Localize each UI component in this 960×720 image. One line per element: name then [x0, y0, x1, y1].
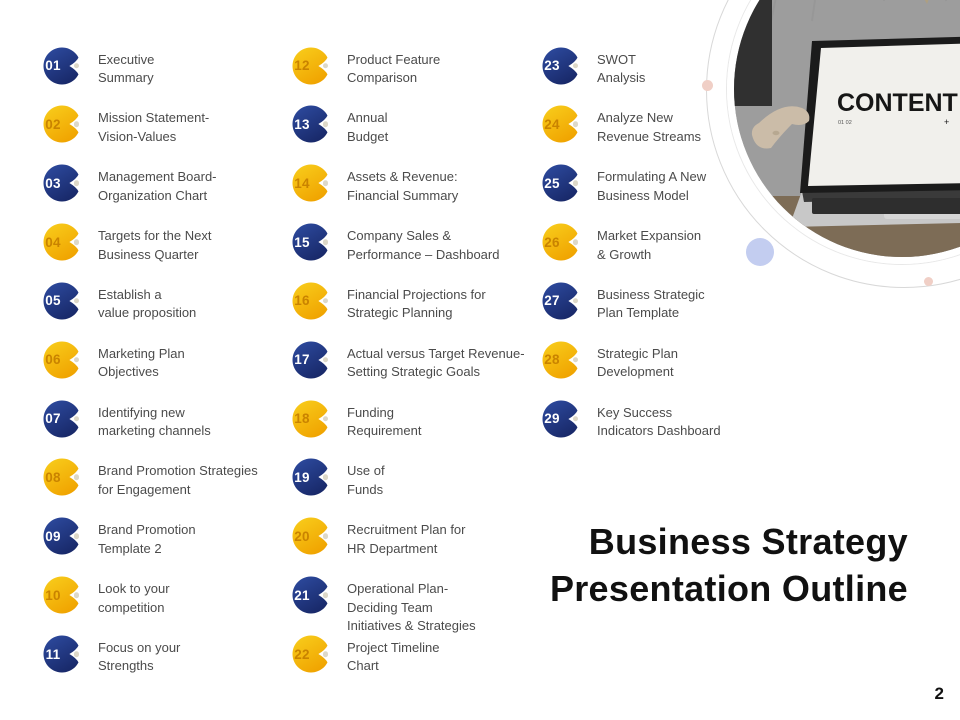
svg-text:+: +	[944, 117, 949, 127]
svg-text:CONTENT: CONTENT	[837, 89, 958, 117]
svg-text:01 02: 01 02	[838, 120, 852, 126]
